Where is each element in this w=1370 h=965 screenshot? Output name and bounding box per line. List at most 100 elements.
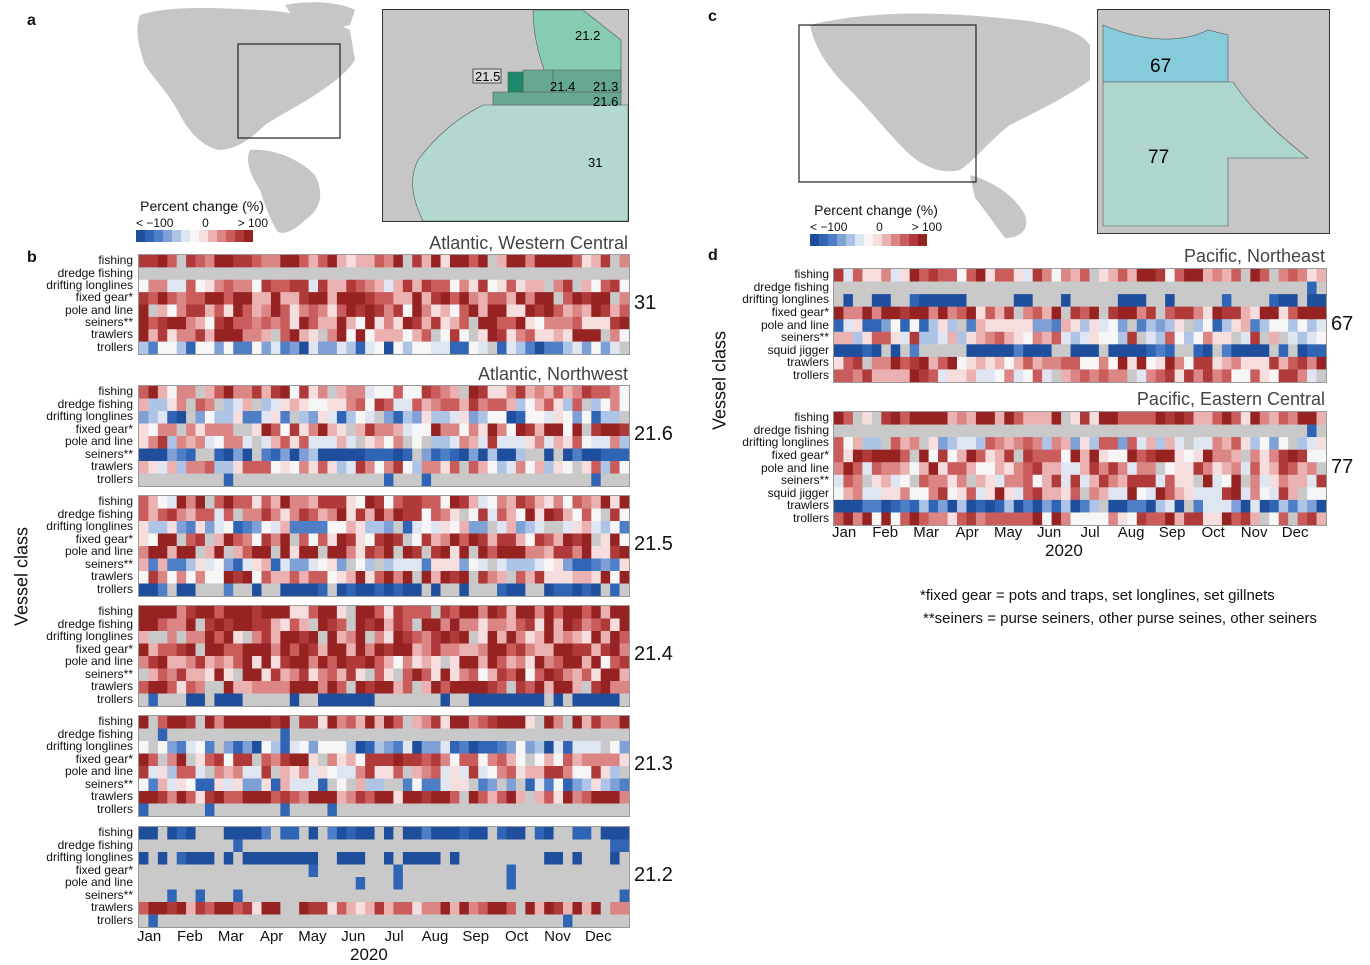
heatmap-cell: [242, 546, 253, 559]
heatmap-cell: [1307, 294, 1317, 307]
heatmap-cell: [1127, 412, 1138, 425]
heatmap-cell: [261, 571, 272, 584]
heatmap-cell: [431, 448, 441, 462]
heatmap-cell: [365, 606, 375, 619]
heatmap-cell: [581, 618, 592, 632]
heatmap-cell: [233, 656, 243, 669]
heatmap-cell: [1004, 294, 1015, 307]
heatmap-cell: [994, 356, 1005, 370]
heatmap-cell: [525, 827, 536, 840]
legend-swatch: [837, 234, 846, 246]
heatmap-cell: [534, 864, 545, 878]
heatmap-cell: [402, 571, 413, 584]
heatmap-cell: [1203, 294, 1213, 307]
heatmap-cell: [572, 255, 583, 268]
heatmap-cell: [497, 914, 507, 927]
heatmap-cell: [534, 681, 545, 694]
heatmap-cell: [1013, 281, 1024, 295]
row-label: fishing: [98, 253, 133, 268]
heatmap-cell: [449, 521, 460, 534]
heatmap-cell: [421, 279, 432, 293]
heatmap-cell: [139, 329, 149, 342]
heatmap-cell: [402, 606, 413, 619]
month-tick-label: Dec: [584, 928, 612, 945]
heatmap-cell: [544, 255, 554, 268]
heatmap-cell: [440, 448, 451, 462]
heatmap-cell: [280, 292, 291, 305]
heatmap-cell: [299, 448, 309, 462]
heatmap-cell: [1221, 462, 1232, 476]
heatmap-cell: [289, 716, 300, 729]
heatmap-cell: [327, 386, 338, 399]
heatmap-cell: [1108, 449, 1119, 463]
heatmap-cell: [553, 681, 564, 694]
heatmap-cell: [881, 487, 892, 501]
heatmap-cell: [468, 914, 479, 927]
heatmap-cell: [619, 728, 629, 742]
heatmap-cell: [308, 803, 319, 816]
heatmap-cell: [449, 852, 460, 865]
heatmap-cell: [252, 508, 262, 522]
heatmap-cell: [299, 571, 309, 584]
heatmap-cell: [534, 436, 545, 449]
legend-a-tick-high: > 100: [237, 216, 268, 230]
heatmap-cell: [431, 668, 441, 682]
heatmap-cell: [572, 778, 583, 792]
heatmap-cell: [1061, 474, 1071, 488]
heatmap-cell: [355, 618, 366, 632]
heatmap-cell: [355, 914, 366, 927]
heatmap-cell: [497, 571, 507, 584]
heatmap-cell: [252, 668, 262, 682]
heatmap-cell: [393, 693, 404, 706]
heatmap-cell: [600, 643, 611, 657]
heatmap-cell: [223, 606, 234, 619]
heatmap-cell: [862, 424, 873, 438]
heatmap-cell: [299, 766, 309, 779]
heatmap-cell: [223, 681, 234, 694]
heatmap-cell: [449, 753, 460, 767]
heatmap-cell: [862, 449, 873, 463]
heatmap-cell: [148, 583, 159, 596]
heatmap-cell: [1127, 462, 1138, 476]
heatmap-cell: [1174, 306, 1185, 320]
heatmap-cell: [157, 533, 168, 547]
heatmap-cell: [966, 344, 977, 358]
heatmap-cell: [252, 521, 262, 534]
heatmap-cell: [525, 778, 536, 792]
heatmap-cell: [1155, 412, 1166, 425]
heatmap-cell: [204, 631, 215, 644]
heatmap-cell: [393, 914, 404, 927]
heatmap-cell: [318, 316, 328, 330]
heatmap-cell: [525, 681, 536, 694]
heatmap-cell: [534, 606, 545, 619]
legend-swatch: [145, 230, 154, 242]
heatmap-cell: [261, 741, 272, 754]
heatmap-cell: [1259, 512, 1270, 525]
heatmap-cell: [1288, 462, 1298, 476]
heatmap-cell: [534, 656, 545, 669]
heatmap-cell: [242, 803, 253, 816]
heatmap-cell: [563, 803, 573, 816]
heatmap-cell: [975, 319, 986, 333]
heatmap-cell: [1117, 344, 1128, 358]
heatmap-cell: [572, 668, 583, 682]
heatmap-cell: [975, 344, 986, 358]
heatmap-cell: [449, 803, 460, 816]
heatmap-cell: [393, 473, 404, 486]
heatmap-cell: [563, 583, 573, 596]
heatmap-cell: [393, 753, 404, 767]
heatmap-cell: [148, 496, 159, 509]
heatmap-cell: [1278, 462, 1289, 476]
heatmap-cell: [261, 558, 272, 572]
heatmap-cell: [252, 316, 262, 330]
heatmap-cell: [1221, 487, 1232, 501]
heatmap-cell: [393, 292, 404, 305]
heatmap-cell: [270, 255, 281, 268]
heatmap-cell: [440, 411, 451, 424]
heatmap-cell: [355, 341, 366, 354]
heatmap-cell: [299, 473, 309, 486]
x-axis-title-b: 2020: [350, 945, 388, 964]
heatmap-cell: [1004, 269, 1015, 282]
heatmap-cell: [1127, 512, 1138, 525]
heatmap-cell: [1297, 487, 1308, 501]
